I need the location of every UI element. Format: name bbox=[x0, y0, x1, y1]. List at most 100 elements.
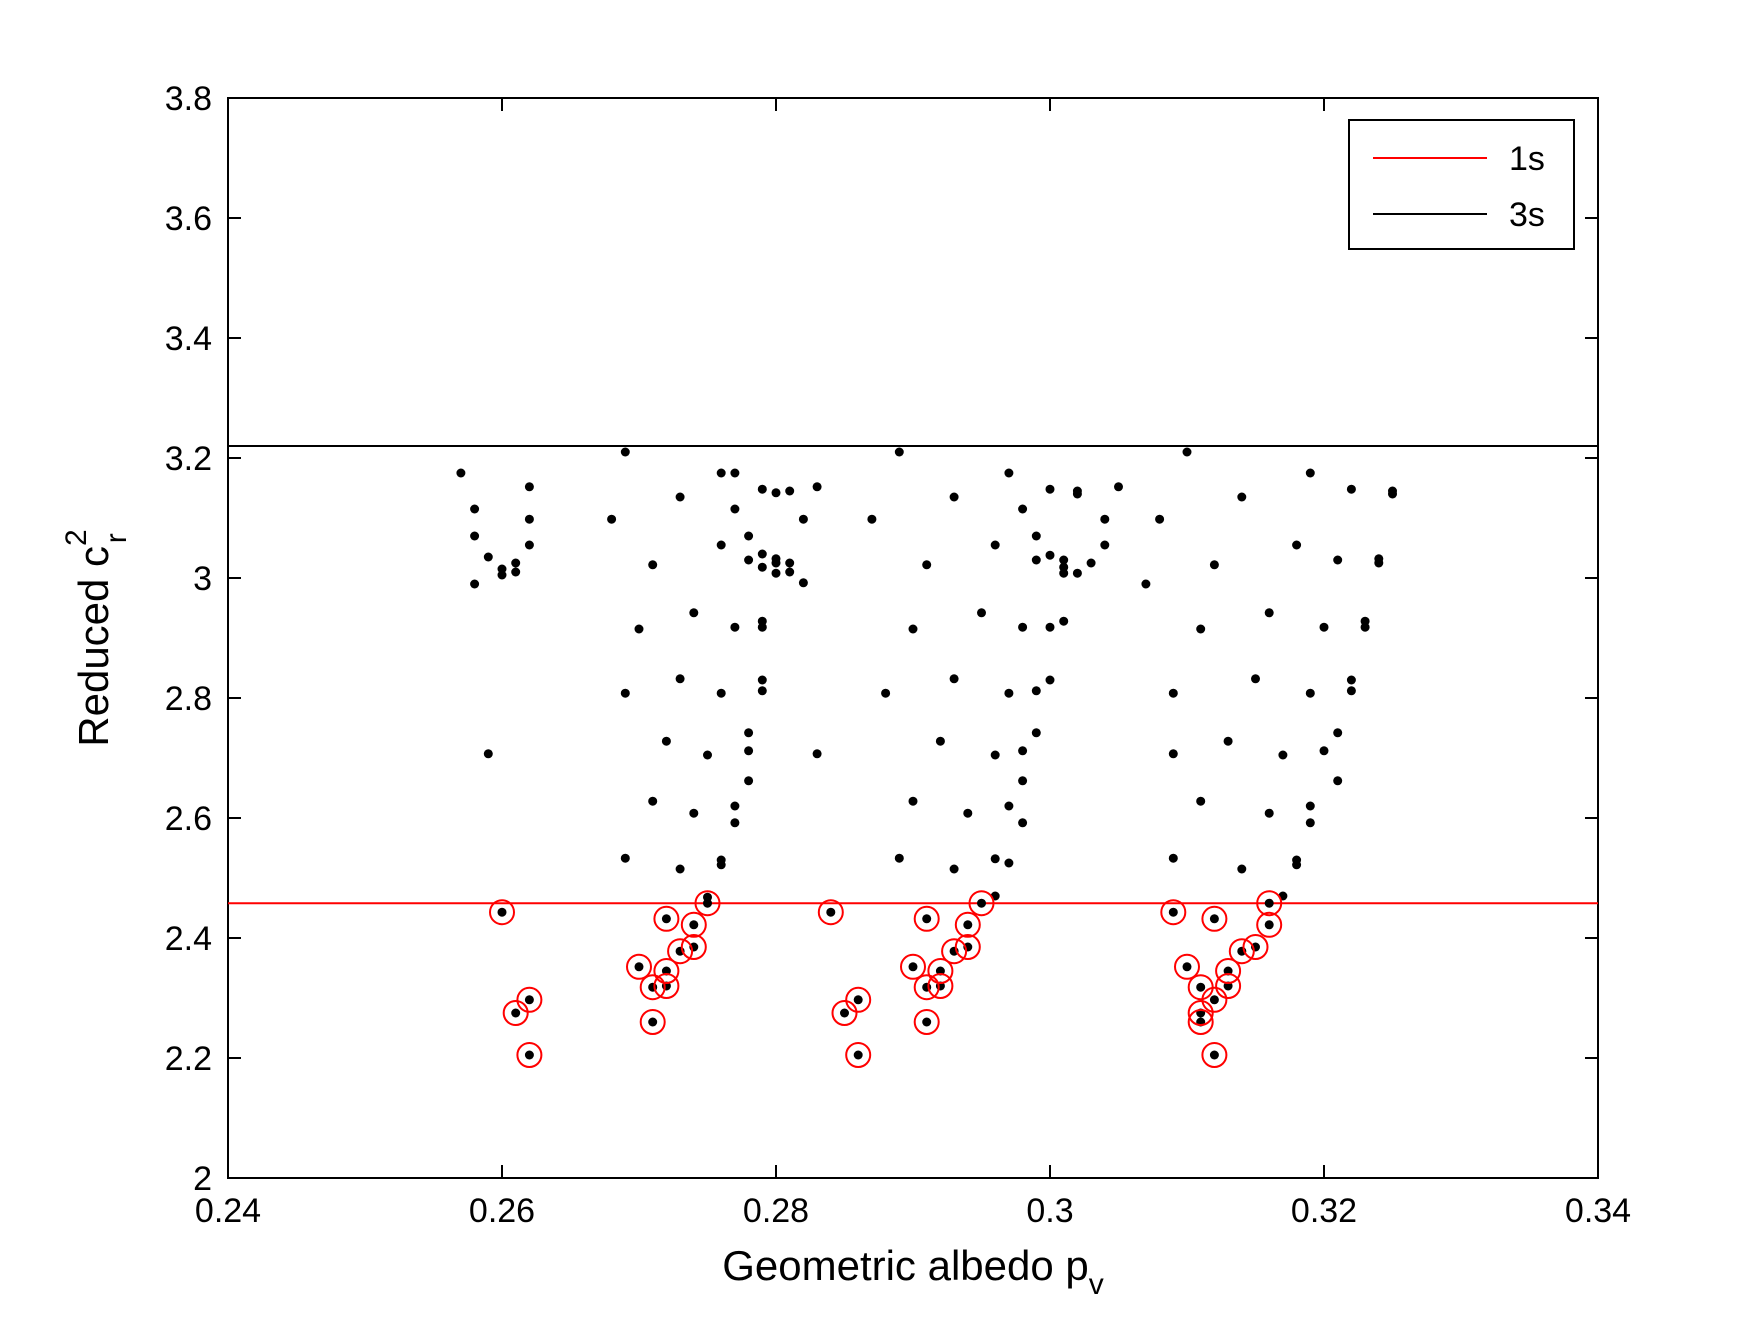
data-point bbox=[908, 796, 918, 806]
data-point bbox=[744, 746, 754, 756]
data-point bbox=[634, 962, 644, 972]
data-point bbox=[1018, 504, 1028, 514]
data-point bbox=[661, 736, 671, 746]
data-point bbox=[730, 504, 740, 514]
data-point bbox=[1141, 579, 1151, 589]
data-point bbox=[634, 624, 644, 634]
data-point bbox=[1346, 675, 1356, 685]
data-point bbox=[826, 907, 836, 917]
y-tick-label: 3.4 bbox=[165, 320, 212, 358]
data-point bbox=[716, 860, 726, 870]
data-point bbox=[620, 853, 630, 863]
legend: 1s 3s bbox=[1348, 119, 1575, 250]
data-point bbox=[1292, 540, 1302, 550]
y-tick-label: 2 bbox=[193, 1160, 212, 1198]
highlight-circle bbox=[913, 905, 940, 932]
data-point bbox=[1319, 622, 1329, 632]
data-point bbox=[1031, 555, 1041, 565]
data-point bbox=[1086, 558, 1096, 568]
data-point bbox=[1264, 808, 1274, 818]
data-point bbox=[689, 808, 699, 818]
data-point bbox=[1018, 746, 1028, 756]
highlight-circle bbox=[653, 905, 680, 932]
highlight-circle bbox=[626, 953, 652, 980]
data-point bbox=[675, 864, 685, 874]
data-point bbox=[840, 1008, 849, 1018]
x-tick-label: 0.26 bbox=[469, 1192, 535, 1230]
highlight-circle bbox=[667, 938, 694, 965]
data-point bbox=[922, 560, 932, 570]
data-point bbox=[1045, 622, 1055, 632]
highlight-circle bbox=[1228, 938, 1255, 965]
data-point bbox=[675, 674, 685, 684]
data-point bbox=[867, 514, 877, 524]
data-point bbox=[1305, 818, 1315, 828]
data-point bbox=[1292, 860, 1302, 870]
axis-ticks: 0.24 0.26 0.28 0.3 0.32 0.34 2 2.2 2.4 2.6 2.8 3 3.2… bbox=[165, 80, 1631, 1230]
data-point bbox=[689, 608, 699, 618]
data-point bbox=[470, 531, 480, 541]
y-tick-label: 2.4 bbox=[165, 920, 212, 958]
data-point bbox=[1209, 995, 1219, 1005]
highlight-circle bbox=[1256, 911, 1283, 938]
data-point bbox=[730, 818, 740, 828]
legend-label-1s: 1s bbox=[1509, 140, 1545, 178]
data-point bbox=[1305, 468, 1315, 478]
data-point bbox=[607, 514, 617, 524]
y-axis-title-text: Reduced c bbox=[70, 546, 117, 747]
highlight-circle bbox=[968, 890, 995, 917]
data-point bbox=[771, 558, 781, 568]
data-point bbox=[990, 854, 1000, 864]
highlight-circle bbox=[1187, 1000, 1214, 1026]
data-point bbox=[977, 898, 986, 908]
highlight-circle bbox=[653, 958, 680, 984]
data-point bbox=[949, 674, 959, 684]
data-point bbox=[812, 482, 822, 492]
data-point bbox=[716, 688, 726, 698]
data-point bbox=[935, 736, 945, 746]
data-point bbox=[689, 920, 699, 930]
data-point bbox=[661, 914, 671, 924]
data-point bbox=[1237, 864, 1247, 874]
data-point bbox=[716, 540, 726, 550]
data-point bbox=[1168, 907, 1178, 917]
data-point bbox=[1388, 489, 1397, 499]
highlight-circle bbox=[1256, 890, 1283, 917]
data-point bbox=[785, 558, 795, 568]
data-point bbox=[648, 1017, 658, 1027]
highlight-circle bbox=[680, 934, 707, 960]
highlight-circle bbox=[680, 911, 707, 938]
data-point bbox=[1168, 853, 1178, 863]
data-point bbox=[881, 688, 891, 698]
highlight-circle bbox=[831, 1000, 858, 1026]
data-point bbox=[1100, 514, 1110, 524]
data-point bbox=[1155, 514, 1165, 524]
data-point bbox=[1059, 568, 1069, 578]
data-point bbox=[1209, 560, 1219, 570]
data-point bbox=[1223, 736, 1233, 746]
data-point bbox=[757, 675, 767, 685]
data-point bbox=[675, 492, 685, 502]
data-point bbox=[1264, 920, 1274, 930]
data-point bbox=[1182, 962, 1192, 972]
data-point bbox=[894, 447, 904, 457]
y-axis-title-superscript: 2 bbox=[60, 529, 93, 546]
data-point bbox=[1251, 674, 1260, 684]
data-point bbox=[977, 608, 986, 618]
highlight-circle bbox=[927, 958, 954, 984]
highlight-circle bbox=[1160, 899, 1187, 926]
x-axis-title: Geometric albedo pv bbox=[722, 1242, 1104, 1301]
circled-points bbox=[489, 890, 1283, 1068]
highlight-circle bbox=[941, 938, 968, 965]
data-point bbox=[1031, 531, 1041, 541]
data-point bbox=[620, 688, 630, 698]
data-point bbox=[1031, 728, 1041, 738]
highlight-circle bbox=[489, 899, 515, 926]
data-point bbox=[744, 531, 754, 541]
highlight-circle bbox=[845, 986, 872, 1013]
highlight-circle bbox=[694, 890, 721, 917]
x-tick-label: 0.3 bbox=[1026, 1192, 1073, 1230]
data-point bbox=[1346, 686, 1356, 696]
data-point bbox=[1182, 447, 1192, 457]
data-point bbox=[963, 920, 973, 930]
